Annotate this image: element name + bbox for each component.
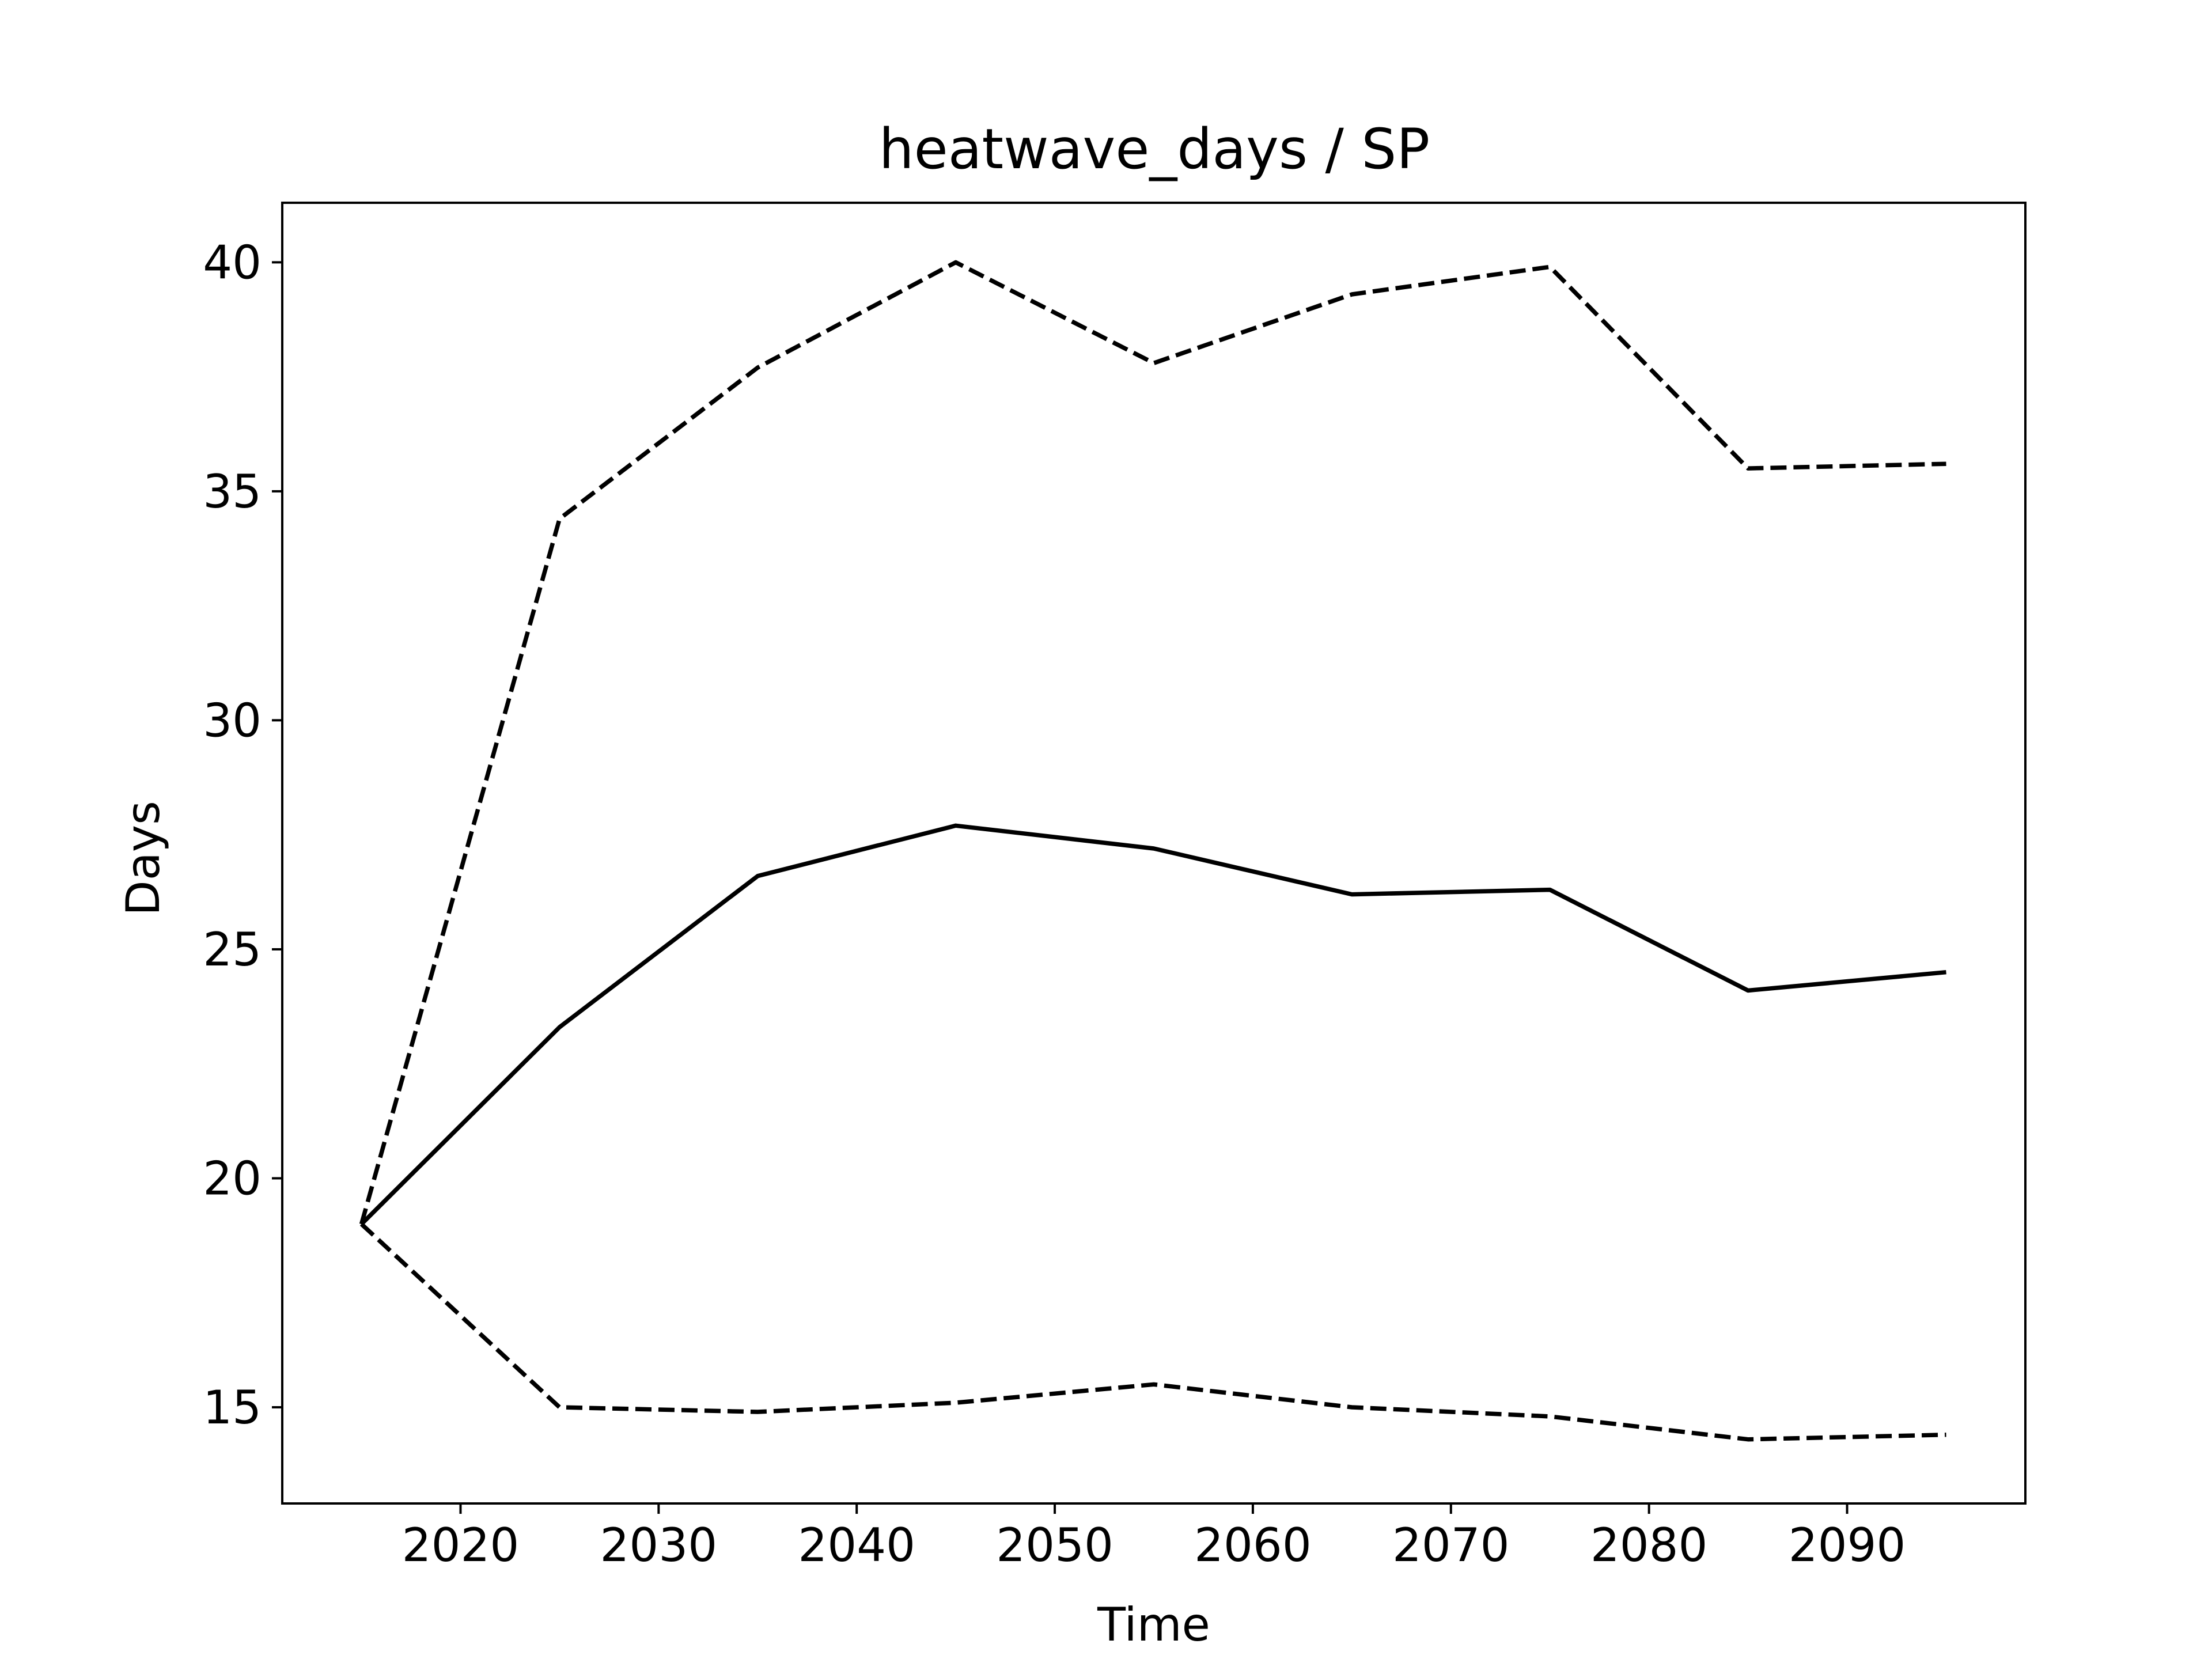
chart-title: heatwave_days / SP bbox=[879, 117, 1430, 181]
dashed-series-line-1 bbox=[359, 260, 1946, 1225]
x-tick-label: 2030 bbox=[600, 1518, 718, 1572]
y-axis: 15 20 25 30 35 40 bbox=[203, 236, 282, 1434]
y-tick-label: 30 bbox=[203, 694, 262, 747]
x-tick-label: 2080 bbox=[1590, 1518, 1708, 1572]
solid-series-line-0 bbox=[359, 823, 1946, 1226]
x-axis-label: Time bbox=[1097, 1598, 1210, 1652]
x-tick-label: 2060 bbox=[1194, 1518, 1312, 1572]
y-tick-label: 40 bbox=[203, 236, 262, 289]
x-tick-label: 2040 bbox=[798, 1518, 915, 1572]
y-axis-label: Days bbox=[116, 801, 170, 916]
y-tick-label: 35 bbox=[203, 465, 262, 518]
x-tick-label: 2050 bbox=[996, 1518, 1113, 1572]
dashed-series-line-2 bbox=[359, 1222, 1946, 1442]
x-tick-label: 2070 bbox=[1392, 1518, 1510, 1572]
x-axis: 2020 2030 2040 2050 2060 2070 2080 2090 bbox=[402, 1503, 1906, 1572]
x-tick-label: 2020 bbox=[402, 1518, 520, 1572]
series-layer bbox=[359, 260, 1946, 1442]
plot-frame bbox=[281, 202, 2027, 1505]
y-tick-label: 15 bbox=[203, 1381, 262, 1434]
y-tick-label: 25 bbox=[203, 923, 262, 976]
y-tick-label: 20 bbox=[203, 1152, 262, 1206]
x-tick-label: 2090 bbox=[1789, 1518, 1906, 1572]
